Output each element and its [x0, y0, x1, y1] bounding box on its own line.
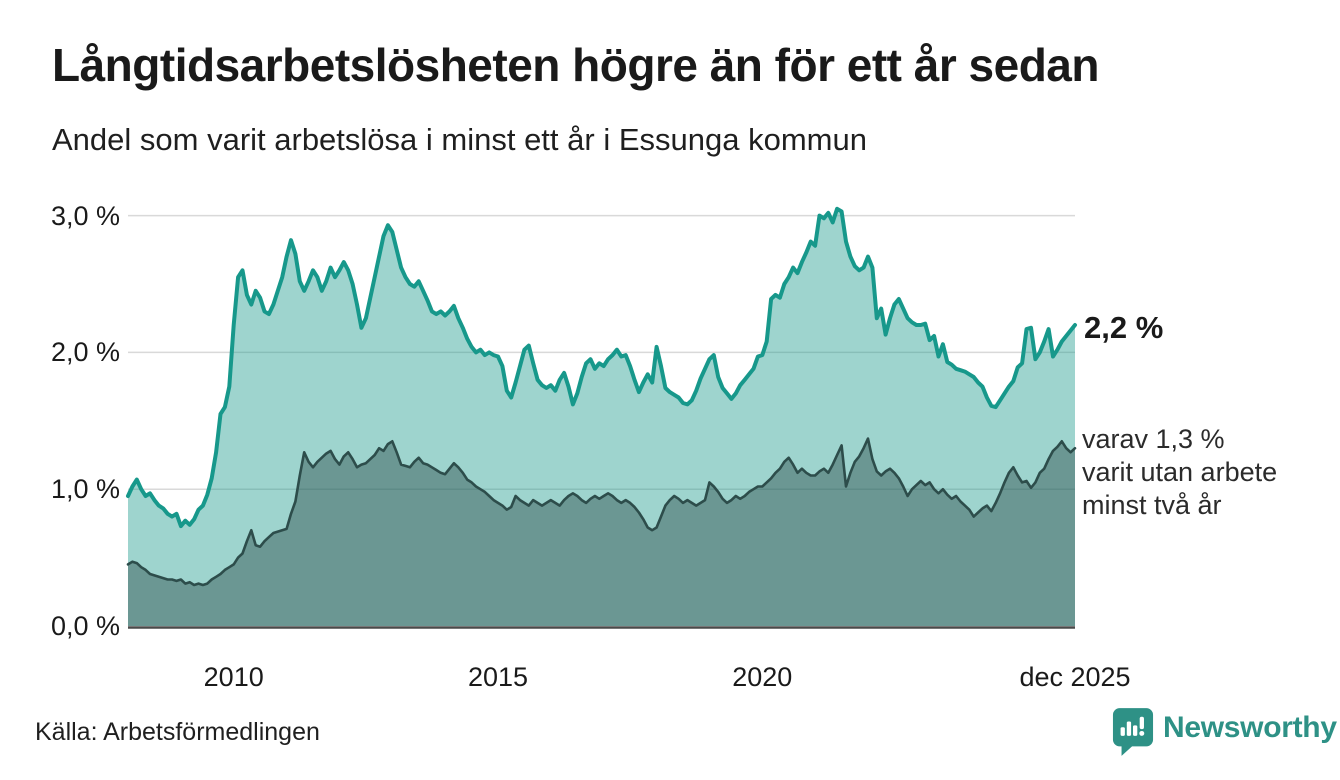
x-tick-label: 2010	[203, 662, 264, 692]
logo-bar-3	[1133, 725, 1138, 736]
logo-exclamation-stem	[1139, 716, 1144, 730]
series-end-label-two-year-line1: varav 1,3 %	[1082, 424, 1225, 454]
series-area-1	[128, 208, 1075, 627]
series-line-1	[126, 206, 1077, 529]
newsworthy-logo-icon	[1112, 708, 1154, 756]
chart-title: Långtidsarbetslösheten högre än för ett …	[52, 39, 1099, 91]
source-note: Källa: Arbetsförmedlingen	[35, 718, 320, 746]
series-line-2	[126, 437, 1077, 587]
series-end-label-two-year-line2: varit utan arbete	[1082, 457, 1278, 487]
logo-bar-2	[1126, 721, 1132, 736]
chart-subtitle: Andel som varit arbetslösa i minst ett å…	[52, 122, 867, 157]
logo-exclamation-dot	[1139, 730, 1145, 736]
series-end-label-two-year: varav 1,3 % varit utan arbete minst två …	[1082, 423, 1277, 522]
y-tick-label: 3,0 %	[50, 200, 120, 231]
logo-bar-1	[1120, 727, 1125, 736]
series-end-label-two-year-line3: minst två år	[1082, 490, 1222, 520]
series-area-2	[128, 438, 1075, 626]
x-tick-label: 2015	[467, 662, 529, 692]
newsworthy-logo-text: Newsworthy	[1163, 711, 1337, 744]
x-tick-label: 2020	[732, 662, 793, 692]
y-tick-label: 2,0 %	[50, 337, 120, 368]
y-tick-label: 1,0 %	[50, 474, 120, 505]
newsworthy-logo: Newsworthy	[1112, 707, 1337, 757]
y-tick-label: 0,0 %	[50, 611, 120, 641]
x-tick-label: dec 2025	[1019, 662, 1131, 692]
series-end-label-one-year: 2,2 %	[1084, 310, 1164, 345]
